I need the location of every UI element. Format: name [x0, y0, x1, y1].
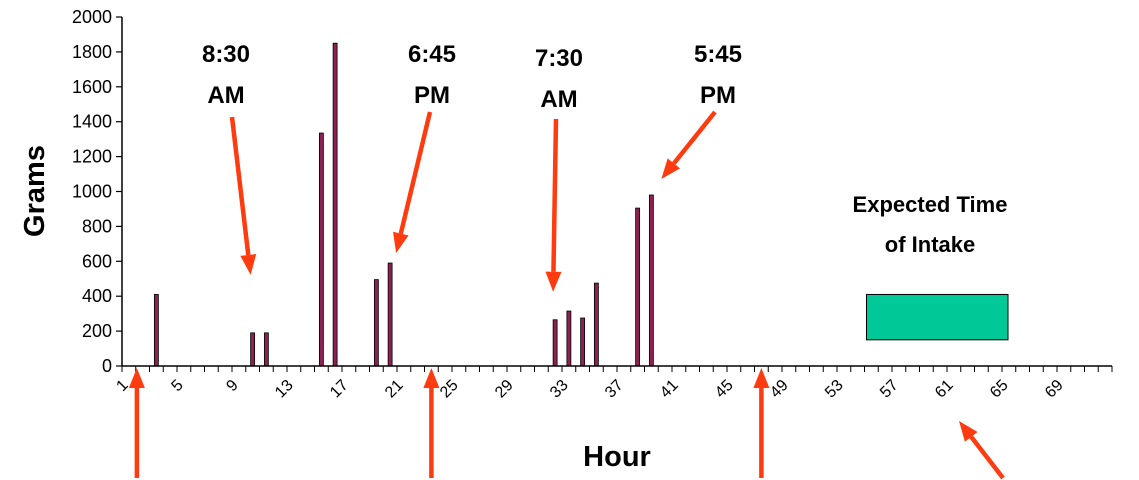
y-tick-label: 1800 [72, 42, 112, 62]
bar [332, 42, 338, 367]
arrow-head [753, 368, 770, 388]
arrow-head [661, 158, 681, 179]
x-tick-label: 25 [437, 377, 462, 402]
bar [318, 132, 324, 367]
arrow-shaft [398, 111, 433, 235]
x-tick-label: 29 [492, 377, 517, 402]
time-annotation-line2: AM [207, 82, 244, 109]
bars-layer [153, 42, 654, 367]
y-tick-label: 2000 [72, 7, 112, 27]
x-ticks: 1 5 9 13 17 21 25 29 33 37 41 45 49 53 57 61 65 69 [113, 366, 1113, 402]
y-axis-label: Grams [19, 145, 51, 237]
time-annotation-line2: PM [414, 82, 450, 109]
bar [153, 294, 159, 367]
expected-intake-box [866, 293, 1009, 341]
x-tick-label: 33 [547, 377, 572, 402]
arrow-head [240, 254, 257, 275]
bottom-arrow [128, 368, 145, 478]
y-tick-label: 1600 [72, 77, 112, 97]
bar [373, 279, 379, 367]
y-tick-label: 0 [102, 356, 112, 376]
bottom-arrows [128, 368, 1005, 480]
arrow-head [545, 271, 562, 292]
x-tick-label: 49 [767, 377, 792, 402]
x-tick-label: 13 [272, 377, 297, 402]
x-tick-label: 5 [168, 377, 186, 395]
arrow-head [128, 368, 145, 388]
x-tick-label: 57 [877, 377, 902, 402]
annotation-arrow [393, 111, 433, 254]
x-tick-label: 53 [822, 377, 847, 402]
annotation-arrow [661, 110, 717, 179]
bar [580, 317, 586, 367]
time-annotation-line2: AM [540, 86, 577, 113]
bottom-arrow [423, 368, 440, 478]
bottom-arrow [753, 368, 770, 478]
bar [552, 319, 558, 367]
arrow-shaft [229, 116, 251, 256]
expected-intake-label-line2: of Intake [885, 232, 975, 257]
y-tick-label: 1000 [72, 182, 112, 202]
x-tick-label: 17 [327, 377, 352, 402]
x-tick-label: 61 [932, 377, 957, 402]
x-tick-label: 45 [712, 377, 737, 402]
x-tick-label: 9 [223, 377, 241, 395]
bar [593, 282, 599, 367]
expected-intake-label-line1: Expected Time [853, 192, 1008, 217]
arrow-head [393, 231, 409, 254]
bar [635, 207, 641, 367]
x-axis-label: Hour [583, 441, 651, 473]
y-tick-label: 1400 [72, 112, 112, 132]
expected-intake-box-group: Expected Time of Intake [853, 192, 1009, 341]
time-annotation-line1: 5:45 [694, 41, 742, 68]
y-tick-label: 800 [82, 216, 112, 236]
time-annotation-line2: PM [700, 82, 736, 109]
time-annotation-line1: 7:30 [535, 45, 583, 72]
y-tick-label: 200 [82, 321, 112, 341]
arrow-shaft [551, 118, 559, 272]
x-tick-label: 69 [1042, 377, 1067, 402]
annotation-arrow [545, 118, 562, 292]
time-annotation-line1: 8:30 [202, 41, 250, 68]
arrow-shaft [672, 110, 717, 165]
annotations: 8:30 AM 6:45 PM 7:30 AM 5:45 PM [202, 41, 742, 292]
bar [263, 332, 269, 367]
arrow-head [959, 421, 978, 442]
bar [250, 332, 256, 367]
bar [387, 262, 393, 367]
y-ticks: 0 200 400 600 800 1000 1200 1400 1600 1800 2000 [72, 7, 122, 376]
y-tick-label: 400 [82, 286, 112, 306]
bottom-arrow [959, 421, 1005, 480]
x-tick-label: 21 [382, 377, 407, 402]
y-tick-label: 1200 [72, 147, 112, 167]
time-annotation-line1: 6:45 [408, 41, 456, 68]
arrow-shaft [969, 435, 1005, 480]
x-tick-label: 65 [987, 377, 1012, 402]
bar [566, 310, 572, 367]
annotation-arrow [229, 116, 257, 275]
arrow-head [423, 368, 440, 388]
x-tick-label: 37 [602, 377, 627, 402]
x-tick-label: 41 [657, 377, 682, 402]
bar [648, 194, 654, 367]
y-tick-label: 600 [82, 251, 112, 271]
x-tick-label: 1 [113, 377, 131, 395]
